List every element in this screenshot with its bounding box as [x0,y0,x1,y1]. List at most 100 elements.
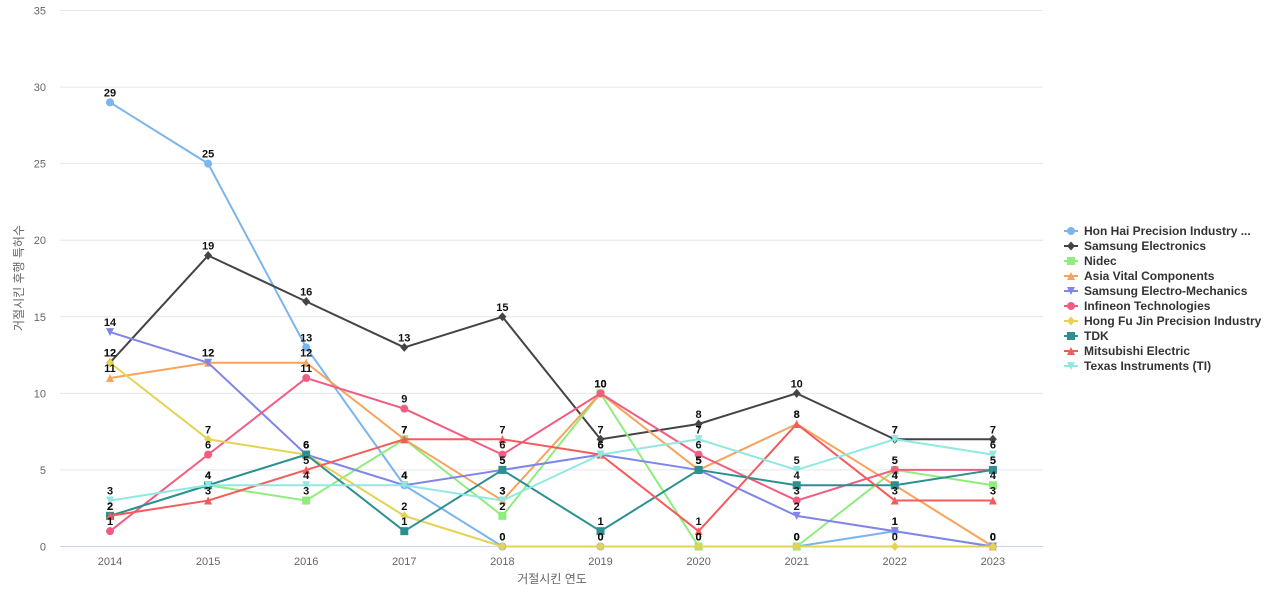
legend-marker [1067,241,1075,251]
data-point-marker[interactable] [400,527,409,536]
data-point-marker[interactable] [694,450,703,459]
data-point-marker[interactable] [498,435,507,444]
data-point-marker[interactable] [302,374,311,383]
data-label: 7 [401,424,407,436]
data-point-marker[interactable] [302,496,311,505]
data-point-marker[interactable] [204,159,213,168]
data-point-marker[interactable] [302,358,311,367]
data-point-marker[interactable] [694,435,703,444]
legend-item[interactable]: Mitsubishi Electric [1064,344,1190,358]
data-point-marker[interactable] [106,328,114,337]
data-label: 7 [499,424,505,436]
data-point-marker[interactable] [890,481,899,490]
data-point-marker[interactable] [400,511,409,521]
data-point-marker[interactable] [890,527,899,536]
data-point-marker[interactable] [694,527,703,536]
data-point-marker[interactable] [204,496,213,505]
data-point-marker[interactable] [204,358,213,367]
data-point-marker[interactable] [988,542,997,551]
data-point-marker[interactable] [302,296,311,306]
legend-item[interactable]: Asia Vital Components [1064,269,1215,283]
legend-item[interactable]: Texas Instruments (TI) [1064,359,1211,373]
data-point-marker[interactable] [498,542,507,551]
data-point-marker[interactable] [596,527,605,536]
series-line[interactable] [109,438,994,502]
data-point-marker[interactable] [400,481,409,490]
data-point-marker[interactable] [890,542,899,551]
data-label: 0 [696,532,702,544]
data-point-marker[interactable] [694,465,703,474]
data-point-marker[interactable] [106,511,114,520]
series-line[interactable] [109,453,994,533]
x-axis: 2014 2015 2016 2017 2018 2019 2020 2021 2022 2023 [98,556,1005,568]
series-line[interactable] [109,392,994,548]
data-point-marker[interactable] [204,450,213,459]
legend-item[interactable]: TDK [1064,329,1109,343]
data-point-marker[interactable] [988,481,997,490]
data-point-marker[interactable] [596,434,605,444]
data-point-marker[interactable] [890,465,899,474]
data-point-marker[interactable] [106,98,114,107]
data-point-marker[interactable] [596,542,605,551]
data-point-marker[interactable] [988,450,997,459]
data-point-marker[interactable] [792,481,801,490]
data-point-marker[interactable] [596,389,605,398]
data-point-marker[interactable] [106,527,114,536]
x-tick-label: 2020 [686,556,710,568]
series-line[interactable] [109,361,994,548]
data-point-marker[interactable] [498,450,507,459]
data-point-marker[interactable] [302,343,311,352]
data-point-marker[interactable] [204,481,213,490]
data-point-marker[interactable] [792,542,801,551]
legend-marker [1067,257,1075,265]
data-point-marker[interactable] [400,404,409,413]
data-point-marker[interactable] [106,358,114,368]
data-point-marker[interactable] [694,419,703,429]
data-point-marker[interactable] [204,251,213,261]
data-label: 6 [499,440,505,452]
data-label: 6 [597,440,603,452]
data-point-marker[interactable] [498,496,507,505]
series-line[interactable] [109,331,994,548]
data-point-marker[interactable] [792,511,801,520]
legend-item[interactable]: Nidec [1064,254,1117,268]
data-point-marker[interactable] [792,496,801,505]
y-tick-label: 25 [34,159,46,171]
data-point-marker[interactable] [400,342,409,352]
legend-item[interactable]: Samsung Electronics [1064,239,1206,253]
x-tick-label: 2015 [196,556,220,568]
data-point-marker[interactable] [302,465,311,474]
data-point-marker[interactable] [792,465,801,474]
data-point-marker[interactable] [106,496,114,505]
legend-item[interactable]: Hong Fu Jin Precision Industry [1064,314,1262,328]
data-point-marker[interactable] [890,496,899,505]
data-point-marker[interactable] [302,450,311,459]
data-point-marker[interactable] [498,511,507,520]
data-label: 7 [892,424,898,436]
legend-item[interactable]: Infineon Technologies [1064,299,1211,313]
data-point-marker[interactable] [498,465,507,474]
series-9 [106,435,997,505]
data-point-marker[interactable] [792,419,801,428]
data-point-marker[interactable] [400,435,409,444]
y-tick-label: 35 [34,6,46,18]
legend-item[interactable]: Hon Hai Precision Industry ... [1064,224,1251,238]
legend-label: Samsung Electro-Mechanics [1084,284,1248,298]
data-label: 0 [990,532,996,544]
legend-item[interactable]: Samsung Electro-Mechanics [1064,284,1248,298]
data-point-marker[interactable] [302,481,311,490]
data-point-marker[interactable] [988,496,997,505]
data-point-marker[interactable] [890,435,899,444]
data-point-marker[interactable] [204,434,213,444]
data-point-marker[interactable] [106,374,114,383]
data-point-marker[interactable] [596,450,605,459]
data-label: 12 [300,348,312,360]
data-point-marker[interactable] [792,388,801,398]
data-label: 5 [990,455,996,467]
data-point-marker[interactable] [988,434,997,444]
data-point-marker[interactable] [498,312,507,322]
data-point-marker[interactable] [988,465,997,474]
data-point-marker[interactable] [694,542,703,551]
data-label: 7 [696,424,702,436]
series-line[interactable] [109,254,994,441]
